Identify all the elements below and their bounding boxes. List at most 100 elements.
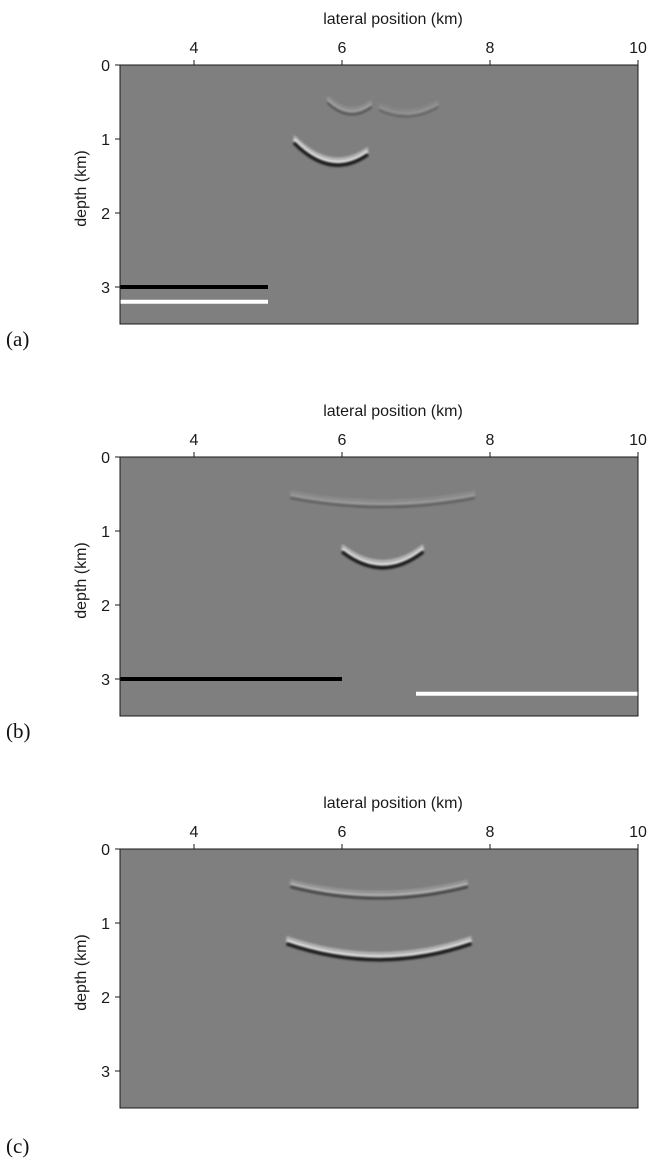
noise-streak (120, 884, 241, 890)
noise-streak (196, 963, 318, 971)
reflector-bright (286, 938, 472, 958)
noise-streak (507, 506, 629, 511)
noise-streak (487, 139, 609, 145)
reflector-group (120, 491, 629, 687)
reflector-halo (286, 936, 472, 955)
reflector-bright (341, 547, 425, 566)
plot-frame (119, 456, 639, 717)
reflector-bright (378, 103, 439, 114)
x-tick-label: 8 (486, 824, 495, 841)
image-background (120, 849, 638, 1108)
reflector-halo (293, 135, 369, 160)
y-tick-label: 2 (101, 990, 110, 1007)
noise-streak (216, 549, 338, 554)
noise-streak (390, 289, 512, 295)
reflector-halo (326, 95, 372, 109)
y-axis-label: depth (km) (73, 934, 90, 1010)
y-tick-label: 3 (101, 280, 110, 297)
y-axis-label: depth (km) (73, 150, 90, 226)
y-tick-label: 1 (101, 916, 110, 933)
noise-streak (313, 208, 435, 216)
reflector-bright (326, 98, 373, 112)
noise-streak (313, 992, 435, 1000)
seismic-image-a: 4 6 8 10 0 1 2 3 lateral position (km) depth (km) (73, 11, 647, 325)
noise-streak (120, 492, 241, 498)
noise-streak (410, 259, 532, 267)
noise-streak (196, 571, 318, 579)
noise-streak (196, 179, 318, 187)
reflector-group (120, 879, 629, 1079)
reflector-dark (285, 942, 473, 962)
noise-streak (303, 611, 425, 617)
reflector-dark (341, 550, 425, 570)
noise-streak (303, 1003, 425, 1009)
reflector-halo (290, 879, 468, 893)
panel-label-c: (c) (6, 1134, 30, 1158)
image-background (120, 65, 638, 324)
noise-streak (487, 531, 609, 537)
y-tick-label: 3 (101, 1064, 110, 1081)
noise-streak (120, 100, 241, 106)
reflector-bright (290, 494, 476, 505)
figure-panel-c: 4 6 8 10 0 1 2 3 lateral position (km) depth (km)… (0, 784, 650, 1176)
noise-streak (390, 681, 512, 687)
x-axis-label: lateral position (km) (323, 795, 463, 812)
y-axis-label: depth (km) (73, 542, 90, 618)
x-tick-label: 10 (629, 40, 647, 57)
noise-streak (186, 588, 308, 593)
noise-streak (293, 625, 415, 630)
y-tick-label: 1 (101, 524, 110, 541)
reflector-dark (326, 102, 373, 116)
y-tick-label: 2 (101, 206, 110, 223)
reflector-dark (289, 885, 469, 900)
noise-streak (497, 520, 619, 528)
plot-frame (119, 64, 639, 325)
x-tick-label: 6 (338, 432, 347, 449)
reflector-group (120, 95, 629, 295)
x-tick-label: 8 (486, 432, 495, 449)
reflector-halo (341, 544, 425, 563)
noise-streak (206, 562, 328, 568)
x-tick-label: 6 (338, 824, 347, 841)
noise-streak (390, 1073, 512, 1079)
noise-streak (400, 1060, 522, 1065)
x-tick-label: 10 (629, 432, 647, 449)
noise-streak (216, 941, 338, 946)
noise-streak (400, 668, 522, 673)
figure-panel-a: 4 6 8 10 0 1 2 3 lateral position (km) depth (km)… (0, 0, 650, 392)
noise-streak (303, 219, 425, 225)
noise-streak (293, 233, 415, 238)
reflector-bright (289, 882, 469, 896)
plot-frame (119, 848, 639, 1109)
panel-label-b: (b) (6, 719, 31, 743)
y-tick-label: 0 (101, 450, 110, 467)
seismic-image-b: 4 6 8 10 0 1 2 3 lateral position (km) depth (km) (73, 403, 647, 717)
noise-streak (186, 980, 308, 985)
noise-streak (507, 898, 629, 903)
reflector-bright (292, 138, 369, 164)
reflector-dark (292, 141, 369, 167)
noise-streak (313, 600, 435, 608)
x-tick-label: 6 (338, 40, 347, 57)
y-tick-label: 3 (101, 672, 110, 689)
x-tick-label: 8 (486, 40, 495, 57)
reflector-dark (290, 497, 476, 508)
noise-streak (400, 276, 522, 281)
noise-streak (507, 114, 629, 119)
x-tick-label: 4 (190, 824, 199, 841)
noise-streak (206, 170, 328, 176)
panel-label-a: (a) (6, 327, 30, 351)
noise-streak (487, 923, 609, 929)
noise-streak (293, 1017, 415, 1022)
x-axis-label: lateral position (km) (323, 403, 463, 420)
y-tick-label: 1 (101, 132, 110, 149)
y-tick-label: 2 (101, 598, 110, 615)
noise-streak (410, 651, 532, 659)
reflector-halo (378, 100, 439, 111)
reflector-dark (378, 106, 439, 118)
y-tick-label: 0 (101, 842, 110, 859)
x-tick-label: 4 (190, 40, 199, 57)
noise-streak (497, 128, 619, 136)
noise-streak (206, 954, 328, 960)
noise-streak (410, 1043, 532, 1051)
